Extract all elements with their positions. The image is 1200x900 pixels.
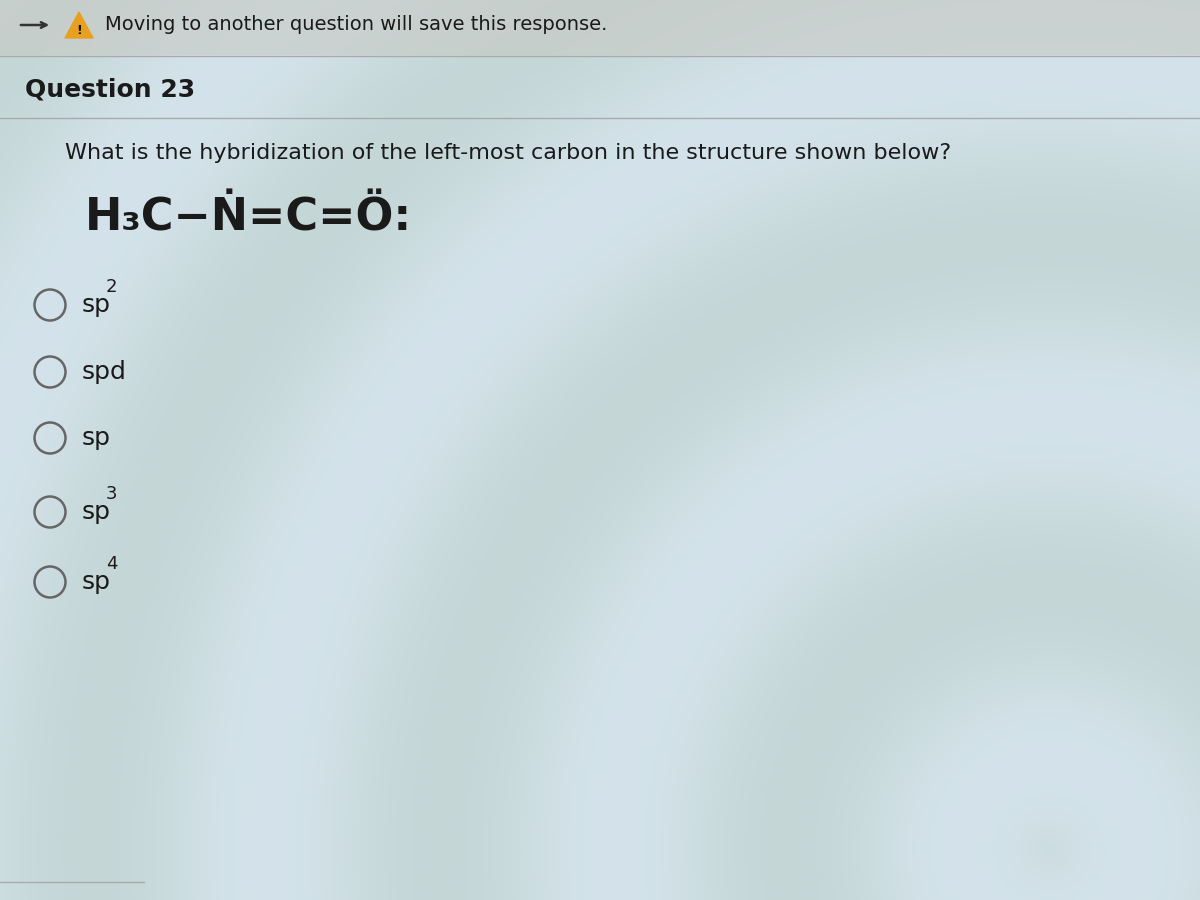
Text: Moving to another question will save this response.: Moving to another question will save thi…	[106, 15, 607, 34]
Text: What is the hybridization of the left-most carbon in the structure shown below?: What is the hybridization of the left-mo…	[65, 143, 952, 163]
Text: spd: spd	[82, 360, 127, 384]
Text: 4: 4	[106, 555, 118, 573]
Text: 2: 2	[106, 278, 118, 296]
Text: sp: sp	[82, 500, 112, 524]
FancyBboxPatch shape	[0, 0, 1200, 55]
Text: sp: sp	[82, 293, 112, 317]
Polygon shape	[65, 12, 94, 38]
Text: 3: 3	[106, 485, 118, 503]
Text: H₃C−Ṅ=C=Ö:: H₃C−Ṅ=C=Ö:	[85, 196, 413, 239]
Text: Question 23: Question 23	[25, 78, 196, 102]
Text: sp: sp	[82, 426, 112, 450]
Text: !: !	[76, 23, 82, 37]
Text: sp: sp	[82, 570, 112, 594]
